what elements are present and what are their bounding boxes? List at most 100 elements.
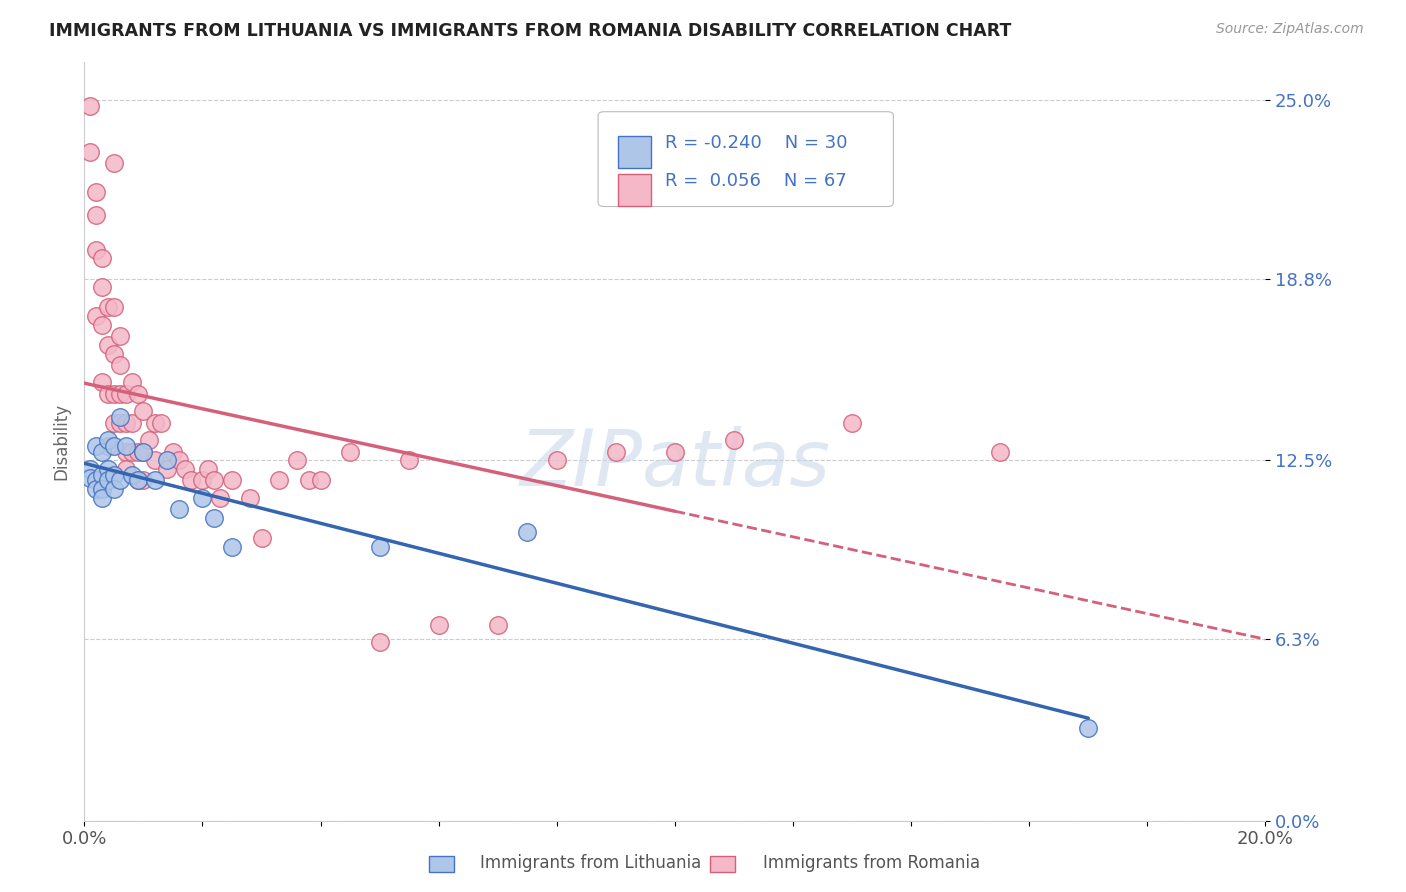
Bar	[619, 136, 651, 168]
Point	[132, 474, 155, 488]
Point	[285, 453, 308, 467]
Point	[427, 617, 450, 632]
Point	[97, 474, 120, 488]
Point	[108, 474, 131, 488]
Point	[127, 474, 149, 488]
Point	[79, 98, 101, 112]
Point	[516, 525, 538, 540]
Point	[91, 280, 114, 294]
Point	[108, 329, 131, 343]
Point	[368, 635, 391, 649]
Point	[91, 491, 114, 505]
Point	[121, 467, 143, 482]
Point	[103, 156, 125, 170]
Point	[202, 474, 225, 488]
Point	[167, 453, 190, 467]
Point	[605, 444, 627, 458]
Point	[156, 453, 179, 467]
Point	[84, 439, 107, 453]
Point	[97, 338, 120, 352]
Point	[103, 439, 125, 453]
Bar	[619, 174, 651, 205]
Point	[97, 462, 120, 476]
Text: ZIPatlas: ZIPatlas	[519, 426, 831, 502]
Point	[114, 439, 136, 453]
Point	[162, 444, 184, 458]
Point	[114, 462, 136, 476]
Point	[103, 301, 125, 315]
Point	[150, 416, 173, 430]
Point	[197, 462, 219, 476]
Text: R = -0.240    N = 30: R = -0.240 N = 30	[665, 135, 848, 153]
Text: IMMIGRANTS FROM LITHUANIA VS IMMIGRANTS FROM ROMANIA DISABILITY CORRELATION CHAR: IMMIGRANTS FROM LITHUANIA VS IMMIGRANTS …	[49, 22, 1011, 40]
Point	[132, 404, 155, 418]
Point	[91, 376, 114, 390]
Point	[173, 462, 195, 476]
Point	[127, 387, 149, 401]
Point	[664, 444, 686, 458]
Point	[114, 444, 136, 458]
Point	[108, 387, 131, 401]
Point	[91, 482, 114, 496]
Point	[121, 376, 143, 390]
Point	[84, 185, 107, 199]
Point	[988, 444, 1011, 458]
Point	[191, 474, 214, 488]
Point	[97, 387, 120, 401]
Point	[97, 433, 120, 447]
Point	[239, 491, 262, 505]
Point	[79, 145, 101, 159]
Point	[121, 444, 143, 458]
Point	[103, 346, 125, 360]
Point	[103, 416, 125, 430]
Point	[79, 462, 101, 476]
Point	[108, 416, 131, 430]
Point	[339, 444, 361, 458]
Point	[103, 467, 125, 482]
Text: Immigrants from Romania: Immigrants from Romania	[763, 855, 980, 872]
Text: R =  0.056    N = 67: R = 0.056 N = 67	[665, 172, 848, 190]
Point	[84, 474, 107, 488]
Point	[91, 318, 114, 332]
Point	[138, 433, 160, 447]
Point	[309, 474, 332, 488]
Point	[91, 467, 114, 482]
Point	[114, 416, 136, 430]
Point	[167, 502, 190, 516]
Text: Immigrants from Lithuania: Immigrants from Lithuania	[479, 855, 702, 872]
Point	[79, 470, 101, 484]
Point	[221, 474, 243, 488]
Point	[250, 531, 273, 545]
Point	[546, 453, 568, 467]
Point	[91, 444, 114, 458]
FancyBboxPatch shape	[598, 112, 893, 206]
Point	[132, 444, 155, 458]
Point	[723, 433, 745, 447]
Point	[127, 474, 149, 488]
Point	[156, 462, 179, 476]
Point	[108, 410, 131, 425]
Point	[143, 474, 166, 488]
Point	[202, 511, 225, 525]
Point	[103, 482, 125, 496]
Point	[84, 243, 107, 257]
Y-axis label: Disability: Disability	[52, 403, 70, 480]
Point	[84, 208, 107, 222]
Point	[1077, 722, 1099, 736]
Point	[209, 491, 232, 505]
Text: Source: ZipAtlas.com: Source: ZipAtlas.com	[1216, 22, 1364, 37]
Point	[398, 453, 420, 467]
Point	[298, 474, 321, 488]
Point	[841, 416, 863, 430]
Point	[103, 387, 125, 401]
Point	[180, 474, 202, 488]
Point	[114, 387, 136, 401]
Point	[368, 540, 391, 554]
Point	[269, 474, 291, 488]
Point	[143, 416, 166, 430]
Point	[486, 617, 509, 632]
Point	[191, 491, 214, 505]
Point	[97, 301, 120, 315]
Point	[84, 482, 107, 496]
Point	[121, 416, 143, 430]
